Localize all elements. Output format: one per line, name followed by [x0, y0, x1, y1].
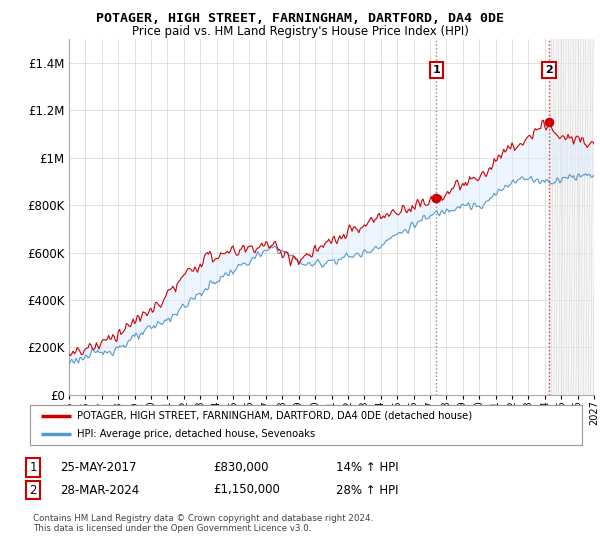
Text: HPI: Average price, detached house, Sevenoaks: HPI: Average price, detached house, Seve…	[77, 430, 315, 439]
Text: 2: 2	[545, 65, 553, 75]
Text: POTAGER, HIGH STREET, FARNINGHAM, DARTFORD, DA4 0DE (detached house): POTAGER, HIGH STREET, FARNINGHAM, DARTFO…	[77, 411, 472, 421]
Text: 28% ↑ HPI: 28% ↑ HPI	[336, 483, 398, 497]
Text: Price paid vs. HM Land Registry's House Price Index (HPI): Price paid vs. HM Land Registry's House …	[131, 25, 469, 38]
Text: POTAGER, HIGH STREET, FARNINGHAM, DARTFORD, DA4 0DE: POTAGER, HIGH STREET, FARNINGHAM, DARTFO…	[96, 12, 504, 25]
Text: 25-MAY-2017: 25-MAY-2017	[60, 461, 137, 474]
Text: 28-MAR-2024: 28-MAR-2024	[60, 483, 139, 497]
Text: Contains HM Land Registry data © Crown copyright and database right 2024.
This d: Contains HM Land Registry data © Crown c…	[33, 514, 373, 534]
Text: 1: 1	[432, 65, 440, 75]
Text: £830,000: £830,000	[213, 461, 269, 474]
Text: 14% ↑ HPI: 14% ↑ HPI	[336, 461, 398, 474]
Text: £1,150,000: £1,150,000	[213, 483, 280, 497]
Text: 1: 1	[29, 461, 37, 474]
Text: 2: 2	[29, 483, 37, 497]
